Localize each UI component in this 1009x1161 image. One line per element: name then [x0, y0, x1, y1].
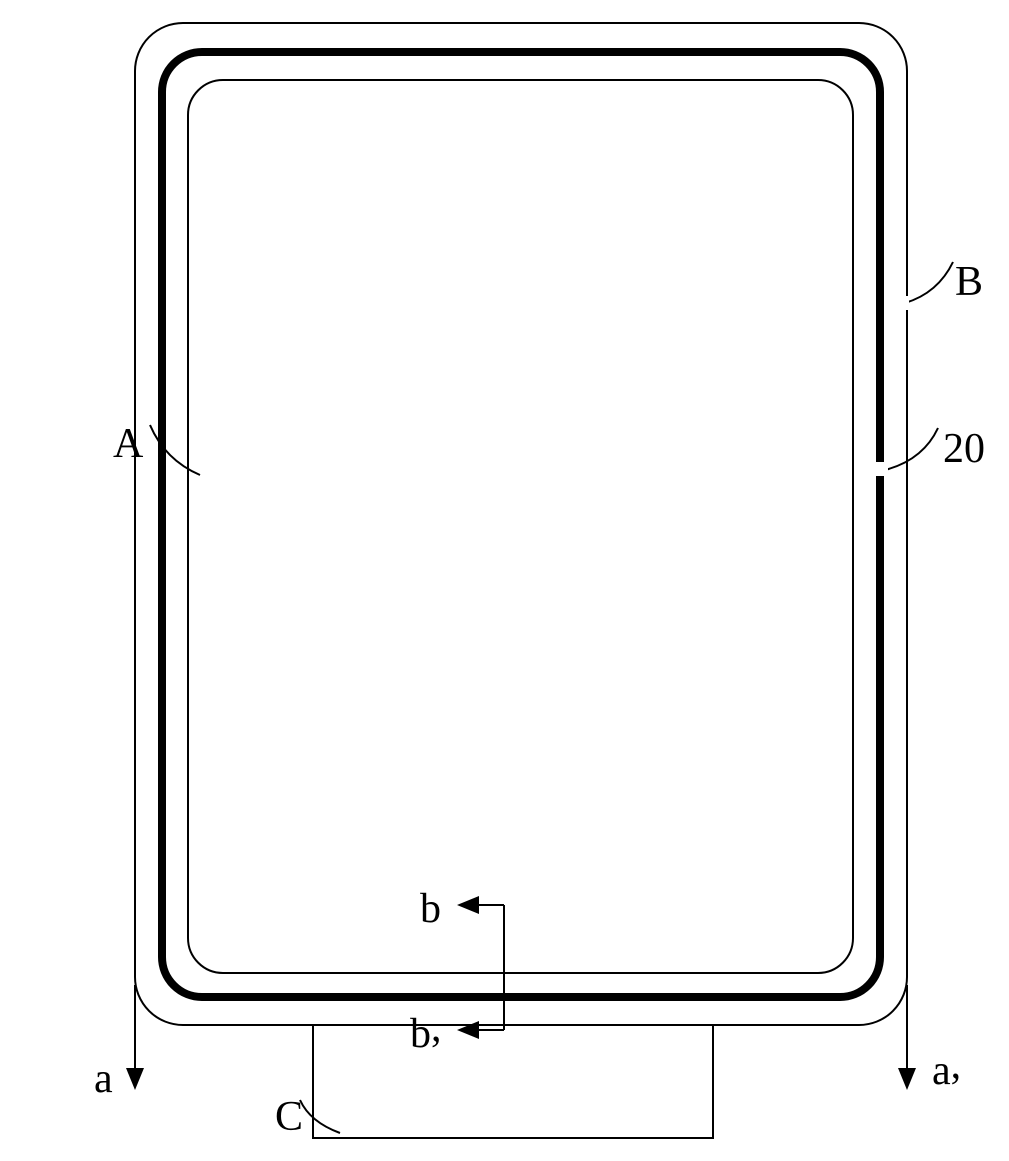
label-C: C: [275, 1093, 303, 1141]
break-B: [903, 296, 909, 310]
label-20: 20: [943, 425, 985, 473]
outer-frame: [135, 23, 907, 1025]
bottom-connector: [313, 1025, 713, 1138]
label-b: b: [420, 885, 441, 933]
diagram-canvas: [0, 0, 1009, 1161]
section-b-marks: [457, 896, 504, 1039]
thick-ring: [162, 52, 880, 997]
label-B: B: [955, 258, 983, 306]
label-b-prime: b,: [410, 1010, 442, 1058]
label-a: a: [94, 1055, 113, 1103]
leader-C: [300, 1100, 340, 1133]
label-a-prime: a,: [932, 1047, 961, 1095]
break-20: [874, 462, 888, 476]
leader-20: [885, 428, 938, 470]
leader-B: [905, 262, 953, 303]
inner-frame: [188, 80, 853, 973]
leader-A: [150, 425, 200, 475]
label-A: A: [113, 420, 143, 468]
